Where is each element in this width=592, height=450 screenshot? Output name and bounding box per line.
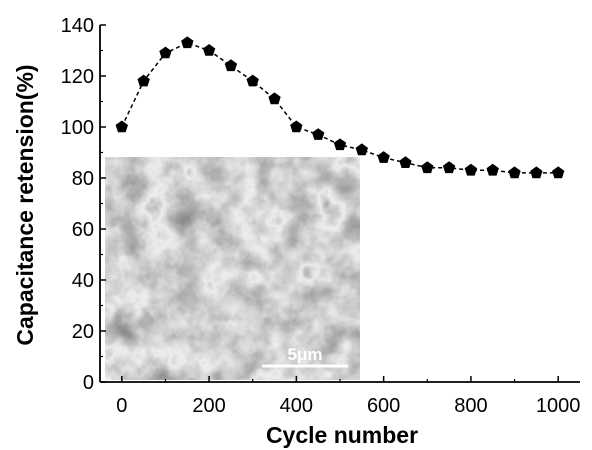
data-point xyxy=(442,161,456,174)
x-axis-ticks: 0 200 400 600 800 1000 xyxy=(116,376,580,417)
data-point xyxy=(246,74,259,87)
sem-micrograph-image xyxy=(105,157,360,380)
data-point xyxy=(137,74,150,87)
data-point xyxy=(312,128,325,140)
data-point xyxy=(115,120,128,133)
data-point xyxy=(421,161,434,174)
data-point xyxy=(552,166,565,179)
data-point xyxy=(530,166,543,179)
y-tick-label: 120 xyxy=(61,66,94,88)
y-axis-ticks: 0 20 40 60 80 100 120 140 xyxy=(61,15,106,394)
data-point xyxy=(399,156,412,168)
x-tick-label: 0 xyxy=(116,395,127,417)
data-point xyxy=(333,138,347,151)
y-tick-label: 140 xyxy=(61,15,94,37)
y-tick-label: 20 xyxy=(72,321,94,343)
data-point xyxy=(508,166,521,179)
data-point xyxy=(224,59,238,72)
data-point xyxy=(181,36,194,49)
data-point xyxy=(377,151,390,163)
y-tick-label: 80 xyxy=(72,168,94,190)
data-point xyxy=(202,44,216,56)
x-tick-label: 800 xyxy=(454,395,487,417)
data-point xyxy=(159,46,172,59)
x-tick-label: 1000 xyxy=(536,395,581,417)
data-point xyxy=(290,120,303,133)
scale-bar-label: 5μm xyxy=(288,345,323,364)
data-point xyxy=(355,143,368,156)
x-tick-label: 200 xyxy=(192,395,225,417)
y-tick-label: 0 xyxy=(83,372,94,394)
y-tick-label: 60 xyxy=(72,219,94,241)
data-point xyxy=(464,163,478,176)
data-point xyxy=(486,163,499,176)
sem-inset: 5μm xyxy=(105,157,360,380)
series-line xyxy=(121,42,559,174)
y-tick-label: 40 xyxy=(72,270,94,292)
y-tick-label: 100 xyxy=(61,117,94,139)
y-axis-title: Capacitance retension(%) xyxy=(12,64,38,345)
x-tick-label: 600 xyxy=(367,395,400,417)
x-axis-title: Cycle number xyxy=(266,422,418,448)
data-series xyxy=(115,36,565,179)
x-tick-label: 400 xyxy=(280,395,313,417)
data-point xyxy=(268,92,281,105)
